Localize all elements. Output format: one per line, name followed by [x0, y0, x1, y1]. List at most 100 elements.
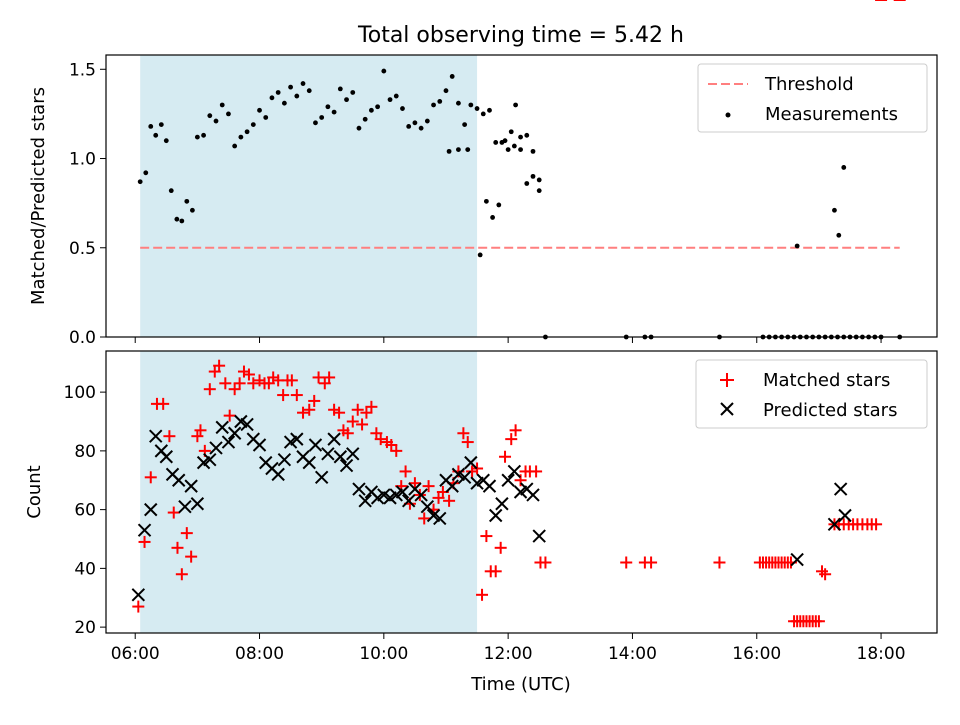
predicted-star-point	[358, 494, 372, 508]
matched-star-point	[816, 565, 829, 578]
measurement-point	[418, 125, 424, 131]
predicted-star-point	[252, 438, 267, 452]
measurement-point	[194, 134, 200, 140]
matched-star-point	[312, 371, 325, 384]
matched-star-point	[167, 506, 180, 519]
predicted-star-point	[833, 482, 848, 496]
bottom-shaded-interval	[140, 351, 478, 633]
measurement-point	[337, 86, 343, 92]
measurement-point	[400, 106, 405, 111]
matched-star-point	[333, 406, 346, 419]
measurement-point	[238, 134, 244, 140]
predicted-star-point	[227, 426, 242, 440]
top-y-tick-label: 1.5	[69, 60, 96, 80]
bottom-y-tick-label: 100	[64, 383, 96, 403]
measurement-point	[477, 252, 483, 258]
predicted-star-point	[221, 435, 236, 449]
measurement-point	[456, 100, 461, 106]
measurement-point	[257, 107, 262, 113]
measurement-point	[331, 109, 337, 115]
top-shaded-interval	[140, 55, 478, 337]
predicted-star-point	[333, 450, 348, 464]
measurement-point	[300, 81, 306, 86]
predicted-star-point	[190, 497, 205, 511]
top-x-ticks	[134, 337, 882, 343]
matched-star-point	[223, 409, 236, 422]
matched-star-point	[461, 436, 474, 449]
measurement-point	[226, 111, 231, 117]
predicted-star-point	[271, 467, 285, 482]
measurement-point	[263, 115, 269, 120]
measurement-point	[168, 188, 174, 194]
measurement-point	[511, 143, 517, 149]
top-y-tick-label: 0.5	[69, 239, 96, 259]
top-y-axis-label: Matched/Predicted stars	[28, 87, 49, 305]
measurement-point	[496, 202, 502, 208]
matched-star-point	[480, 530, 493, 543]
matched-star-point	[539, 556, 552, 569]
predicted-star-point	[302, 455, 316, 470]
matched-star-point	[194, 424, 207, 437]
measurement-point	[137, 179, 143, 185]
matched-star-point	[213, 359, 226, 372]
measurement-point	[449, 74, 455, 79]
measurement-point	[530, 148, 536, 154]
measurement-point	[153, 132, 159, 138]
matched-star-point	[812, 615, 825, 628]
measurement-point	[269, 95, 275, 101]
predicted-star-point	[790, 552, 804, 567]
matched-star-point	[374, 433, 387, 446]
measurement-point	[179, 218, 185, 224]
legend-matched-swatch	[720, 373, 734, 387]
predicted-star-point	[321, 447, 335, 461]
measurement-point	[174, 216, 180, 222]
matched-star-point	[285, 374, 298, 387]
measurement-point	[213, 118, 219, 124]
measurement-point	[375, 104, 381, 110]
measurement-point	[518, 147, 523, 152]
matched-star-point	[185, 550, 198, 563]
matched-star-point	[242, 368, 255, 381]
measurement-point	[143, 170, 149, 176]
matched-star-point	[351, 403, 364, 416]
matched-star-point	[870, 518, 883, 531]
x-tick-label: 10:00	[359, 644, 408, 664]
measurement-point	[431, 102, 436, 108]
matched-star-point	[390, 444, 403, 457]
measurement-point	[325, 104, 331, 110]
legend-matched-label: Matched stars	[763, 370, 890, 391]
measurement-point	[306, 88, 312, 94]
predicted-star-point	[149, 429, 163, 443]
measurement-point	[381, 68, 387, 74]
matched-star-point	[443, 494, 456, 507]
measurement-point	[443, 88, 449, 94]
matched-star-point	[346, 415, 359, 428]
measurement-point	[474, 106, 480, 111]
measurement-point	[189, 207, 195, 213]
top-y-ticks: 0.0 0.5 1.0 1.5	[69, 60, 106, 348]
matched-star-points	[132, 0, 906, 628]
measurement-point	[368, 107, 374, 113]
bottom-y-tick-label: 40	[74, 559, 96, 579]
top-legend: Threshold Measurements	[697, 63, 928, 133]
matched-star-point	[499, 450, 512, 463]
measurement-point	[184, 198, 190, 204]
x-tick-label: 08:00	[235, 644, 284, 664]
measurement-point	[163, 138, 169, 144]
x-tick-label: 12:00	[484, 644, 533, 664]
matched-star-point	[297, 406, 310, 419]
matched-star-point	[620, 556, 633, 569]
measurement-point	[281, 100, 287, 106]
predicted-star-point	[457, 470, 472, 485]
measurement-point	[446, 148, 452, 154]
measurement-point	[412, 120, 418, 126]
predicted-star-point	[532, 529, 546, 543]
measurement-point	[502, 138, 508, 144]
predicted-star-point	[401, 494, 416, 508]
measurement-point	[536, 188, 542, 194]
predicted-star-point	[420, 499, 435, 514]
measurement-point	[148, 123, 154, 129]
bottom-x-ticks: 06:00 08:00 10:00 12:00 14:00 16:00 18:00	[111, 633, 906, 664]
measurement-point	[518, 134, 523, 140]
predicted-star-point	[137, 523, 152, 537]
